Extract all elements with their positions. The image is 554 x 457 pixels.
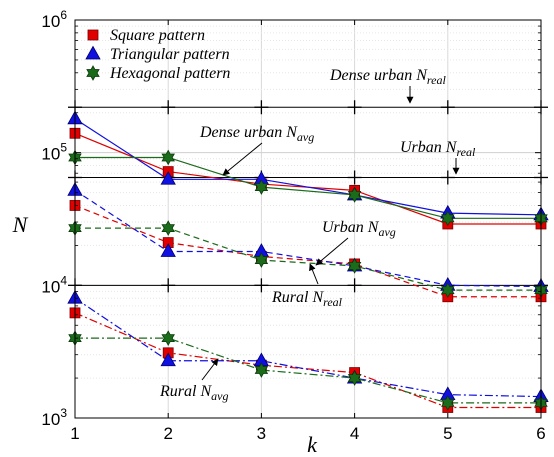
data-point-urban-hexagram [441,282,455,298]
data-point-dense-urban-hexagram [441,210,455,227]
annotation-dense-urban-n-avg: Dense urban Navg [199,124,314,144]
legend-label: Square pattern [110,27,205,44]
annotation-arrow [201,358,219,381]
annotation-rural-n-real: Rural Nreal [271,289,343,309]
y-tick-label: 103 [41,406,67,429]
data-point-rural-hexagram [254,362,269,378]
x-tick-label: 1 [70,424,79,443]
annotation-urban-n-real: Urban Nreal [400,139,476,159]
series-line-dense-urban-triangle [74,118,542,216]
legend-marker-square [87,29,99,41]
data-point-urban-hexagram [347,258,362,274]
annotation-arrow [315,237,349,266]
data-point-dense-urban-hexagram [347,187,362,203]
series-line-urban-square [74,204,541,298]
data-point-dense-urban-triangle [160,170,176,185]
y-tick-label: 106 [41,8,67,31]
legend-marker-hexagram [86,65,100,81]
y-tick-label: 104 [41,273,67,296]
x-axis-label: k [307,432,318,457]
data-point-urban-hexagram [161,220,175,236]
data-point-rural-hexagram [441,395,455,411]
axis-ticks: 1 2 3 4 5 6 103 104 105 106 [41,8,545,443]
x-tick-label: 6 [536,424,545,443]
data-point-urban-hexagram [254,252,269,268]
x-tick-label: 4 [350,424,359,443]
series-line-urban-triangle [74,189,542,288]
data-point-urban-triangle [160,243,176,257]
legend-marker-triangle [85,45,101,60]
legend-label: Triangular pattern [110,46,230,63]
axis-labels: kN [12,212,318,457]
legend-label: Hexagonal pattern [109,65,230,82]
plot-frame [74,19,542,419]
data-point-dense-urban-hexagram [161,149,175,166]
series-line-dense-urban-hexagram [75,156,541,219]
plot-background [75,20,541,418]
x-tick-label: 3 [257,424,266,443]
x-tick-label: 2 [163,424,172,443]
x-tick-label: 5 [443,424,452,443]
annotation-arrow [222,142,263,176]
annotation-urban-n-avg: Urban Navg [322,219,396,239]
y-tick-label: 105 [41,141,67,164]
y-axis-label: N [12,212,29,237]
legend: Square pattern Triangular pattern Hexagona… [85,27,230,82]
data-point-rural-hexagram [347,370,362,386]
data-point-rural-triangle [160,352,176,367]
annotations: Dense urban Nreal Dense urban Navg Urban N… [159,67,476,403]
data-point-dense-urban-hexagram [254,179,269,195]
data-point-rural-hexagram [161,330,175,346]
series-group [74,118,542,409]
annotation-rural-n-avg: Rural Navg [159,383,228,403]
annotation-arrow [309,263,319,285]
annotation-dense-urban-n-real: Dense urban Nreal [329,67,446,87]
series-line-rural-triangle [74,297,542,398]
